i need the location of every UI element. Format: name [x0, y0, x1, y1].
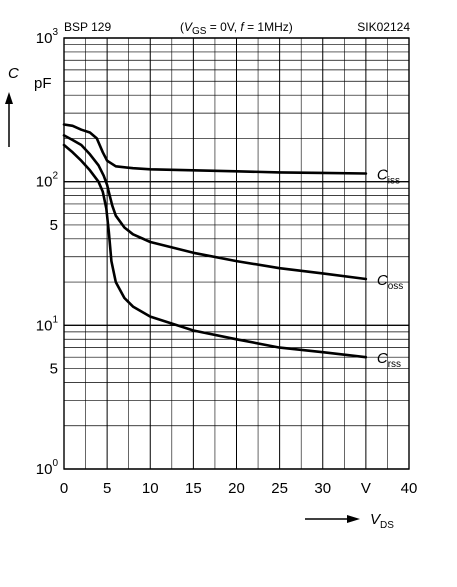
- x-tick-label: 10: [142, 480, 159, 497]
- y-axis-arrow: [5, 92, 13, 147]
- y-tick-label: 102: [36, 171, 59, 191]
- x-tick-label: 20: [228, 480, 245, 497]
- series-line-rss: [62, 143, 368, 359]
- vgs-symbol: V: [184, 20, 193, 34]
- doc-code: SIK02124: [357, 20, 410, 34]
- x-tick-label: 25: [271, 480, 288, 497]
- series-label-iss: Ciss: [377, 166, 400, 186]
- vgs-subscript: GS: [192, 26, 207, 37]
- x-tick-label: 30: [314, 480, 331, 497]
- series-line-iss: [62, 123, 368, 175]
- f-value: = 1MHz: [244, 20, 289, 34]
- x-tick-labels: 0 5 10 15 20 25 30 V 40: [60, 480, 418, 497]
- series-curves: [62, 123, 368, 359]
- x-axis-arrow: [305, 515, 360, 523]
- y-tick-label: 103: [36, 27, 59, 47]
- y-tick-label: 5: [50, 361, 58, 378]
- test-conditions: (VGS = 0V, f = 1MHz): [180, 20, 293, 37]
- y-tick-label: 5: [50, 217, 58, 234]
- series-line-oss: [62, 134, 368, 281]
- vgs-value: = 0V,: [206, 20, 240, 34]
- y-tick-label: 101: [36, 314, 59, 334]
- series-label-rss: Crss: [377, 350, 401, 370]
- x-tick-label: 0: [60, 480, 68, 497]
- x-axis-symbol: VDS: [370, 511, 394, 531]
- x-tick-label: 40: [401, 480, 418, 497]
- y-axis-symbol: C: [8, 65, 19, 82]
- series-labels: Ciss Coss Crss: [377, 166, 403, 370]
- plot-frame: [63, 37, 410, 470]
- y-axis-unit: pF: [34, 75, 52, 92]
- f-symbol: f: [240, 20, 245, 34]
- grid: [63, 37, 410, 470]
- plot-border: [63, 37, 410, 470]
- series-label-oss: Coss: [377, 272, 403, 292]
- y-tick-label: 100: [36, 458, 59, 478]
- x-tick-label: V: [361, 480, 371, 497]
- y-tick-labels: 103 102 5 101 5 100: [36, 27, 59, 478]
- x-tick-label: 15: [185, 480, 202, 497]
- part-number: BSP 129: [64, 20, 111, 34]
- x-tick-label: 5: [103, 480, 111, 497]
